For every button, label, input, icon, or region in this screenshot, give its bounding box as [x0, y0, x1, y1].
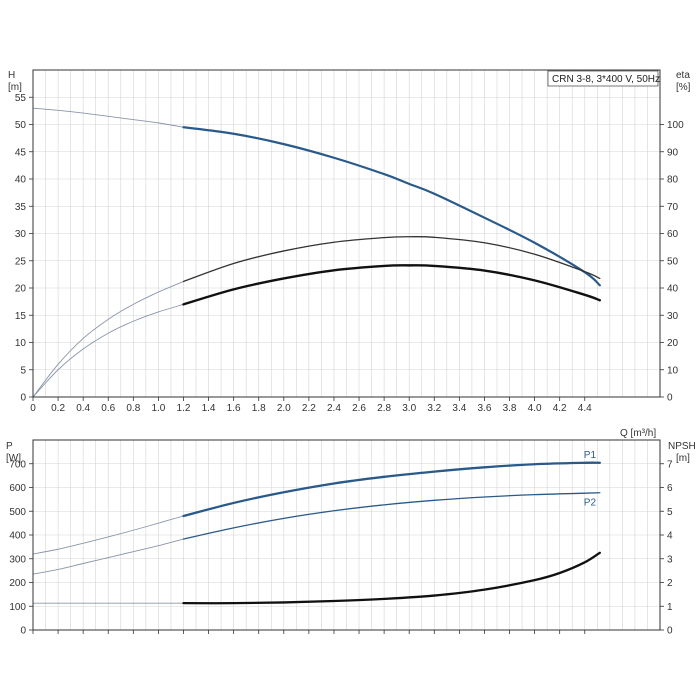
head-tick-label: 35 — [15, 202, 27, 213]
eta-tick-label: 60 — [667, 229, 679, 240]
head-tick-label: 25 — [15, 256, 27, 267]
eta-extrapolated-line — [32, 281, 184, 398]
flow-tick-label: 3.2 — [427, 403, 441, 414]
eta-axis-unit: [%] — [676, 82, 691, 93]
head-axis-unit: [m] — [8, 82, 22, 93]
p2-curve — [182, 492, 601, 540]
head-tick-label: 5 — [20, 365, 26, 376]
eta-tick-label: 20 — [667, 338, 679, 349]
power-tick-labels: 0 100 200 300 400 500 600 700 — [9, 459, 33, 637]
head-tick-label: 45 — [15, 147, 27, 158]
flow-tick-label: 1.2 — [177, 403, 191, 414]
head-tick-labels: 0 5 10 15 20 25 30 35 40 45 50 55 — [15, 93, 33, 404]
power-tick-label: 600 — [9, 483, 26, 494]
p1-series-label: P1 — [584, 450, 597, 461]
npsh-tick-label: 0 — [667, 626, 673, 637]
flow-tick-label: 1.6 — [227, 403, 241, 414]
legend-frame — [547, 70, 659, 87]
npsh-tick-label: 1 — [667, 602, 673, 613]
power-npsh-series — [32, 461, 601, 605]
flow-tick-label: 2.8 — [377, 403, 391, 414]
eta-tick-label: 70 — [667, 202, 679, 213]
flow-tick-label: 4.4 — [578, 403, 592, 414]
npsh-axis-title: NPSH — [668, 441, 696, 452]
npsh-tick-label: 6 — [667, 483, 673, 494]
flow-tick-label: 0.4 — [76, 403, 90, 414]
power-axis-unit: [W] — [6, 453, 21, 464]
eta-tick-label: 0 — [667, 393, 673, 404]
eta-axis-title: eta — [676, 70, 690, 81]
power-tick-label: 400 — [9, 531, 26, 542]
eta_pump-curve — [182, 264, 602, 306]
npsh-tick-label: 4 — [667, 531, 673, 542]
eta-tick-labels: 0 10 20 30 40 50 60 70 80 90 100 — [660, 120, 684, 404]
flow-tick-label: 3.4 — [452, 403, 466, 414]
power-tick-label: 300 — [9, 554, 26, 565]
npsh-axis-unit: [m] — [676, 453, 690, 464]
power-axis-title: P — [6, 441, 13, 452]
flow-tick-label: 4.0 — [528, 403, 542, 414]
eta-tick-label: 90 — [667, 147, 679, 158]
head-tick-label: 30 — [15, 229, 27, 240]
flow-tick-label: 2.4 — [327, 403, 341, 414]
power-tick-label: 500 — [9, 507, 26, 518]
legend-box: CRN 3-8, 3*400 V, 50Hz — [547, 70, 660, 87]
top-x-tick-labels: 0 0.2 0.4 0.6 0.8 1.0 1.2 1.4 1.6 1.8 2.0 2.2 2.4 2.6… — [30, 397, 592, 414]
head-efficiency-grid — [32, 69, 661, 398]
head-curve — [182, 126, 601, 287]
npsh-tick-label: 2 — [667, 578, 673, 589]
npsh-tick-label: 7 — [667, 459, 673, 470]
npsh-tick-label: 5 — [667, 507, 673, 518]
flow-tick-label: 2.2 — [302, 403, 316, 414]
npsh-tick-label: 3 — [667, 554, 673, 565]
eta-tick-label: 10 — [667, 365, 679, 376]
head-efficiency-series — [32, 107, 602, 398]
flow-tick-label: 3.8 — [503, 403, 517, 414]
head-tick-label: 0 — [20, 393, 26, 404]
head-tick-label: 55 — [15, 93, 27, 104]
flow-tick-label: 3.6 — [477, 403, 491, 414]
head-tick-label: 15 — [15, 311, 27, 322]
eta-tick-label: 40 — [667, 284, 679, 295]
flow-axis-title: Q [m³/h] — [620, 428, 656, 439]
flow-tick-label: 4.2 — [553, 403, 567, 414]
flow-tick-label: 3.0 — [402, 403, 416, 414]
power-npsh-panel: 0 100 200 300 400 500 600 700 0 1 2 3 4 5 6 7 P [W] NP… — [6, 439, 696, 637]
eta-curve — [182, 236, 601, 283]
head-tick-label: 40 — [15, 175, 27, 186]
flow-tick-label: 2.0 — [277, 403, 291, 414]
eta_pump-extrapolated-line — [32, 303, 184, 398]
head-efficiency-panel: 0 0.2 0.4 0.6 0.8 1.0 1.2 1.4 1.6 1.8 2.0 2.2 2.4 2.6… — [8, 69, 691, 439]
flow-tick-label: 0.8 — [126, 403, 140, 414]
eta-tick-label: 80 — [667, 175, 679, 186]
legend-label: CRN 3-8, 3*400 V, 50Hz — [552, 74, 660, 85]
flow-tick-label: 0 — [30, 403, 36, 414]
eta-tick-label: 100 — [667, 120, 684, 131]
p1-extrapolated-line — [32, 515, 184, 555]
p2-series-label: P2 — [584, 498, 597, 509]
power-tick-label: 100 — [9, 602, 26, 613]
head-tick-label: 10 — [15, 338, 27, 349]
eta-tick-label: 30 — [667, 311, 679, 322]
p1-curve — [182, 461, 601, 518]
p2-extrapolated-line — [32, 538, 184, 575]
eta-tick-label: 50 — [667, 256, 679, 267]
power-tick-label: 0 — [20, 626, 26, 637]
npsh-tick-labels: 0 1 2 3 4 5 6 7 — [660, 459, 673, 637]
flow-tick-label: 1.0 — [151, 403, 165, 414]
flow-tick-label: 2.6 — [352, 403, 366, 414]
head-tick-label: 20 — [15, 284, 27, 295]
head-tick-label: 50 — [15, 120, 27, 131]
power-tick-label: 700 — [9, 459, 26, 470]
power-tick-label: 200 — [9, 578, 26, 589]
flow-tick-label: 1.4 — [202, 403, 216, 414]
flow-tick-label: 1.8 — [252, 403, 266, 414]
head-extrapolated-line — [32, 107, 184, 128]
flow-tick-label: 0.6 — [101, 403, 115, 414]
head-axis-title: H — [8, 70, 15, 81]
flow-tick-label: 0.2 — [51, 403, 65, 414]
npsh-curve — [182, 551, 601, 605]
